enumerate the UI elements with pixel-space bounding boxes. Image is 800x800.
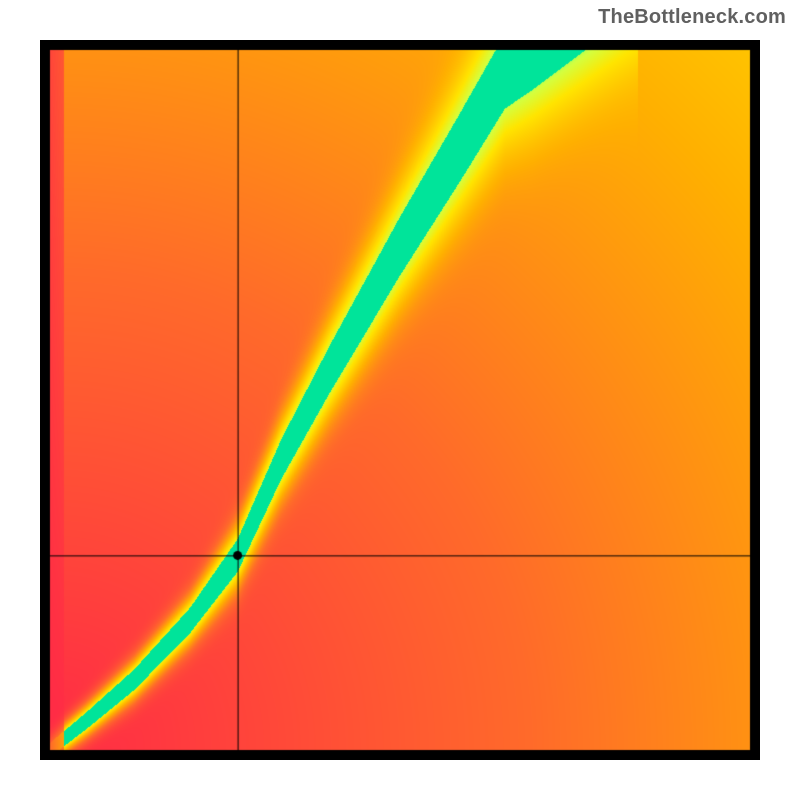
heatmap-canvas — [40, 40, 760, 760]
bottleneck-heatmap — [40, 40, 760, 760]
chart-container: TheBottleneck.com — [0, 0, 800, 800]
attribution-text: TheBottleneck.com — [598, 6, 786, 29]
